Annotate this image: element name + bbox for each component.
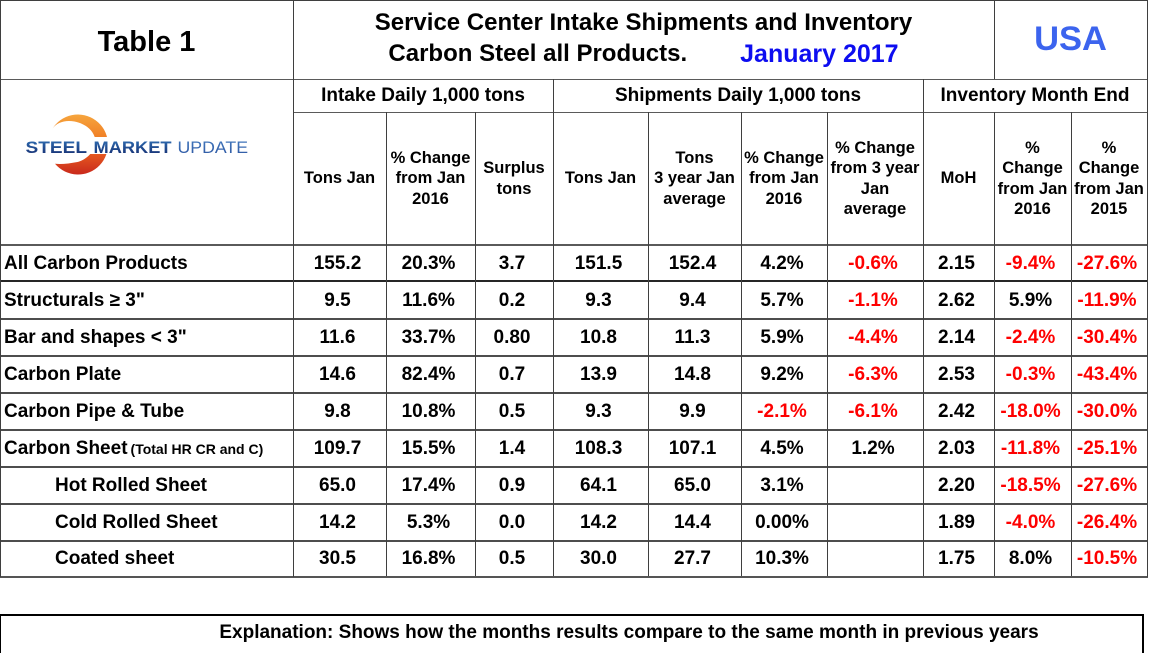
svg-text:MARKET: MARKET — [94, 139, 172, 157]
svg-text:UPDATE: UPDATE — [178, 139, 249, 157]
svg-text:STEEL: STEEL — [26, 139, 88, 157]
